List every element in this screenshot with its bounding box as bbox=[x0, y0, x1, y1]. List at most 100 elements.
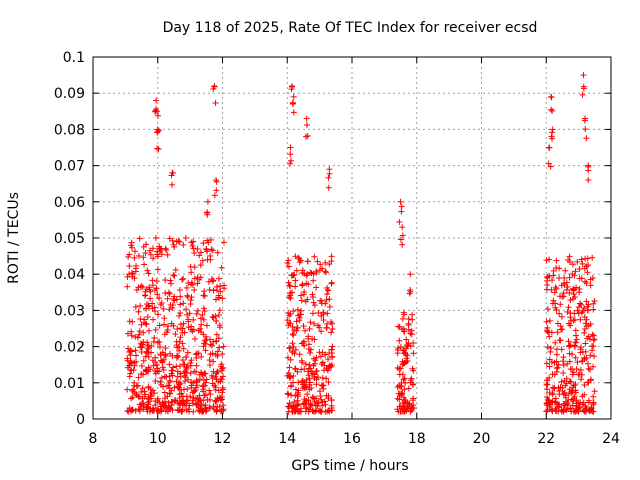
data-point bbox=[544, 396, 551, 403]
data-point bbox=[590, 363, 597, 370]
data-point bbox=[156, 338, 163, 345]
data-point bbox=[180, 345, 187, 352]
data-point bbox=[289, 323, 296, 330]
data-point bbox=[326, 261, 333, 268]
data-point bbox=[211, 83, 218, 90]
data-point bbox=[145, 364, 152, 371]
data-point bbox=[137, 316, 144, 323]
data-point bbox=[154, 397, 161, 404]
data-point bbox=[544, 328, 551, 335]
data-point bbox=[192, 351, 199, 358]
data-point bbox=[564, 283, 571, 290]
data-point bbox=[590, 400, 597, 407]
data-point bbox=[180, 275, 187, 282]
data-point bbox=[140, 400, 147, 407]
data-point bbox=[328, 397, 335, 404]
data-point bbox=[583, 280, 590, 287]
data-point bbox=[131, 362, 138, 369]
y-tick-label: 0.01 bbox=[54, 376, 85, 392]
data-point bbox=[129, 270, 136, 277]
data-point bbox=[581, 278, 588, 285]
data-point bbox=[218, 367, 225, 374]
data-point bbox=[553, 285, 560, 292]
data-point bbox=[168, 402, 175, 409]
data-point bbox=[172, 266, 179, 273]
data-point bbox=[196, 371, 203, 378]
data-point bbox=[219, 351, 226, 358]
data-point bbox=[324, 367, 331, 374]
data-point bbox=[166, 379, 173, 386]
data-point bbox=[187, 370, 194, 377]
data-point bbox=[185, 318, 192, 325]
data-point bbox=[294, 324, 301, 331]
data-point bbox=[585, 176, 592, 183]
data-point bbox=[394, 350, 401, 357]
data-point bbox=[317, 261, 324, 268]
data-point bbox=[579, 358, 586, 365]
data-point bbox=[127, 366, 134, 373]
data-point bbox=[290, 93, 297, 100]
data-point bbox=[550, 297, 557, 304]
data-point bbox=[581, 354, 588, 361]
data-point bbox=[323, 291, 330, 298]
data-point bbox=[549, 277, 556, 284]
data-point bbox=[201, 288, 208, 295]
data-point bbox=[583, 406, 590, 413]
data-point bbox=[585, 379, 592, 386]
data-point bbox=[129, 273, 136, 280]
data-point bbox=[549, 126, 556, 133]
data-point bbox=[193, 362, 200, 369]
data-point bbox=[215, 294, 222, 301]
data-point bbox=[558, 346, 565, 353]
data-point bbox=[187, 393, 194, 400]
data-point bbox=[193, 384, 200, 391]
data-point bbox=[177, 293, 184, 300]
data-point bbox=[306, 325, 313, 332]
data-point bbox=[569, 261, 576, 268]
data-point bbox=[125, 253, 132, 260]
data-point bbox=[564, 360, 571, 367]
data-point bbox=[322, 300, 329, 307]
data-point bbox=[210, 403, 217, 410]
data-point bbox=[174, 353, 181, 360]
data-point bbox=[183, 364, 190, 371]
data-point bbox=[307, 349, 314, 356]
data-point bbox=[578, 309, 585, 316]
data-point bbox=[320, 309, 327, 316]
data-point bbox=[196, 276, 203, 283]
data-point bbox=[207, 391, 214, 398]
data-point bbox=[543, 360, 550, 367]
data-point bbox=[557, 301, 564, 308]
data-point bbox=[589, 408, 596, 415]
data-point bbox=[298, 366, 305, 373]
data-point bbox=[578, 371, 585, 378]
data-point bbox=[572, 405, 579, 412]
data-point bbox=[329, 343, 336, 350]
data-point bbox=[216, 344, 223, 351]
data-point bbox=[201, 293, 208, 300]
data-point bbox=[212, 351, 219, 358]
data-point bbox=[203, 391, 210, 398]
data-point bbox=[308, 385, 315, 392]
data-point bbox=[570, 369, 577, 376]
data-point bbox=[129, 318, 136, 325]
data-point bbox=[197, 262, 204, 269]
data-point bbox=[587, 366, 594, 373]
data-point bbox=[219, 295, 226, 302]
data-point bbox=[569, 388, 576, 395]
data-point bbox=[138, 349, 145, 356]
data-point bbox=[198, 353, 205, 360]
data-point bbox=[150, 387, 157, 394]
data-point bbox=[549, 107, 556, 114]
data-point bbox=[155, 146, 162, 153]
data-point bbox=[591, 353, 598, 360]
data-point bbox=[176, 312, 183, 319]
data-point bbox=[154, 108, 161, 115]
data-point bbox=[311, 374, 318, 381]
data-point bbox=[288, 289, 295, 296]
data-point bbox=[289, 331, 296, 338]
data-point bbox=[319, 374, 326, 381]
data-point bbox=[169, 352, 176, 359]
grid-lines bbox=[93, 57, 611, 419]
